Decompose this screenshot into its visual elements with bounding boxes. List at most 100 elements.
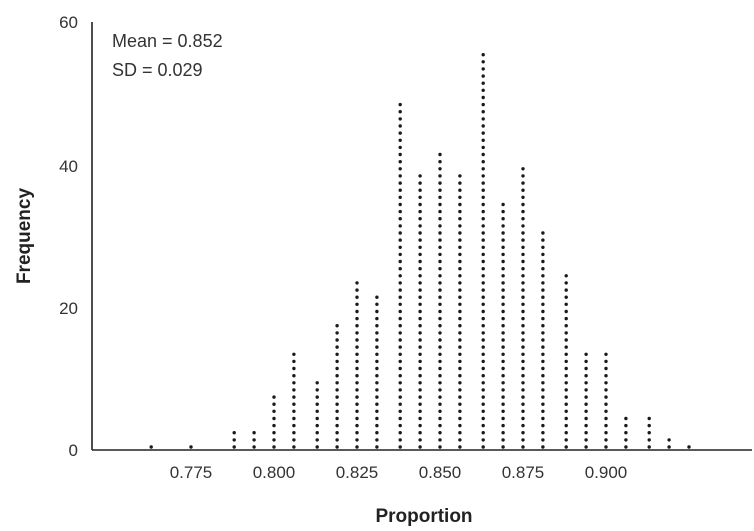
data-dot <box>375 395 379 399</box>
data-dot <box>315 388 319 392</box>
data-dot <box>375 366 379 371</box>
data-dot <box>584 416 588 421</box>
data-dot <box>521 366 525 371</box>
data-dot <box>458 423 462 428</box>
data-dot <box>481 53 485 57</box>
data-dot <box>355 431 359 435</box>
data-dot <box>335 409 339 413</box>
data-dot <box>335 352 339 356</box>
data-dot <box>604 409 608 413</box>
data-dot <box>458 195 462 199</box>
data-dot <box>315 423 319 428</box>
data-dot <box>501 381 505 385</box>
data-dot <box>541 338 545 342</box>
data-dot <box>564 338 568 342</box>
data-dot <box>335 395 339 399</box>
data-dot <box>541 252 545 257</box>
data-dot <box>438 281 442 285</box>
data-dot <box>564 281 568 285</box>
data-dot <box>521 217 525 221</box>
data-dot <box>438 331 442 335</box>
data-dot <box>398 209 402 214</box>
data-dot <box>292 374 296 378</box>
data-dot <box>564 324 568 328</box>
data-dot <box>521 438 525 442</box>
data-dot <box>398 188 402 192</box>
data-dot <box>501 309 505 314</box>
data-dot <box>418 331 422 335</box>
data-dot <box>355 359 359 364</box>
data-dot <box>521 259 525 264</box>
data-dot <box>667 438 671 442</box>
data-dot <box>481 345 485 349</box>
data-dot <box>398 217 402 221</box>
data-dot <box>335 416 339 421</box>
data-dot <box>252 431 256 435</box>
data-dot <box>458 309 462 314</box>
data-dot <box>481 267 485 271</box>
data-dot <box>375 324 379 328</box>
data-dot <box>481 324 485 328</box>
data-dot <box>458 352 462 356</box>
data-dot <box>418 217 422 221</box>
data-dot <box>398 131 402 135</box>
data-dot <box>521 281 525 285</box>
data-dot <box>375 416 379 421</box>
data-dot <box>398 224 402 228</box>
data-dot <box>272 423 276 428</box>
data-dot <box>458 431 462 435</box>
data-dot <box>398 338 402 342</box>
data-dot <box>624 423 628 428</box>
data-dot <box>398 445 402 449</box>
data-dot <box>481 124 485 128</box>
data-dot <box>481 402 485 406</box>
data-dot <box>521 209 525 214</box>
data-dot <box>564 331 568 335</box>
data-dot <box>355 352 359 356</box>
data-dot <box>564 316 568 321</box>
data-dot <box>398 174 402 178</box>
data-dot <box>398 110 402 114</box>
data-dot <box>624 445 628 449</box>
data-dot <box>458 274 462 278</box>
data-dot <box>292 359 296 364</box>
data-dot <box>584 352 588 356</box>
data-dot <box>398 345 402 349</box>
data-dot <box>501 338 505 342</box>
data-dot <box>458 259 462 264</box>
data-dot <box>272 445 276 449</box>
data-dot <box>418 374 422 378</box>
data-dot <box>521 202 525 207</box>
data-dot <box>375 402 379 406</box>
data-dot <box>604 352 608 356</box>
data-dot <box>438 423 442 428</box>
data-dot <box>252 445 256 449</box>
data-dot <box>398 381 402 385</box>
data-dot <box>501 202 505 207</box>
data-dot <box>335 331 339 335</box>
data-dot <box>564 402 568 406</box>
data-dot <box>375 345 379 349</box>
data-dot <box>584 431 588 435</box>
data-dot <box>481 252 485 257</box>
data-dot <box>398 124 402 128</box>
data-dot <box>521 423 525 428</box>
data-dot <box>458 217 462 221</box>
data-dot <box>355 388 359 392</box>
data-dot <box>418 409 422 413</box>
data-dot <box>521 359 525 364</box>
data-dot <box>252 438 256 442</box>
data-dot <box>541 288 545 292</box>
data-dot <box>375 374 379 378</box>
data-dot <box>501 395 505 399</box>
data-dot <box>418 402 422 406</box>
data-dot <box>481 445 485 449</box>
data-dot <box>398 152 402 157</box>
data-dot <box>521 409 525 413</box>
data-dot <box>292 423 296 428</box>
data-dot <box>418 281 422 285</box>
data-dot <box>501 245 505 249</box>
data-dot <box>458 445 462 449</box>
data-dot <box>521 331 525 335</box>
data-dot <box>438 324 442 328</box>
